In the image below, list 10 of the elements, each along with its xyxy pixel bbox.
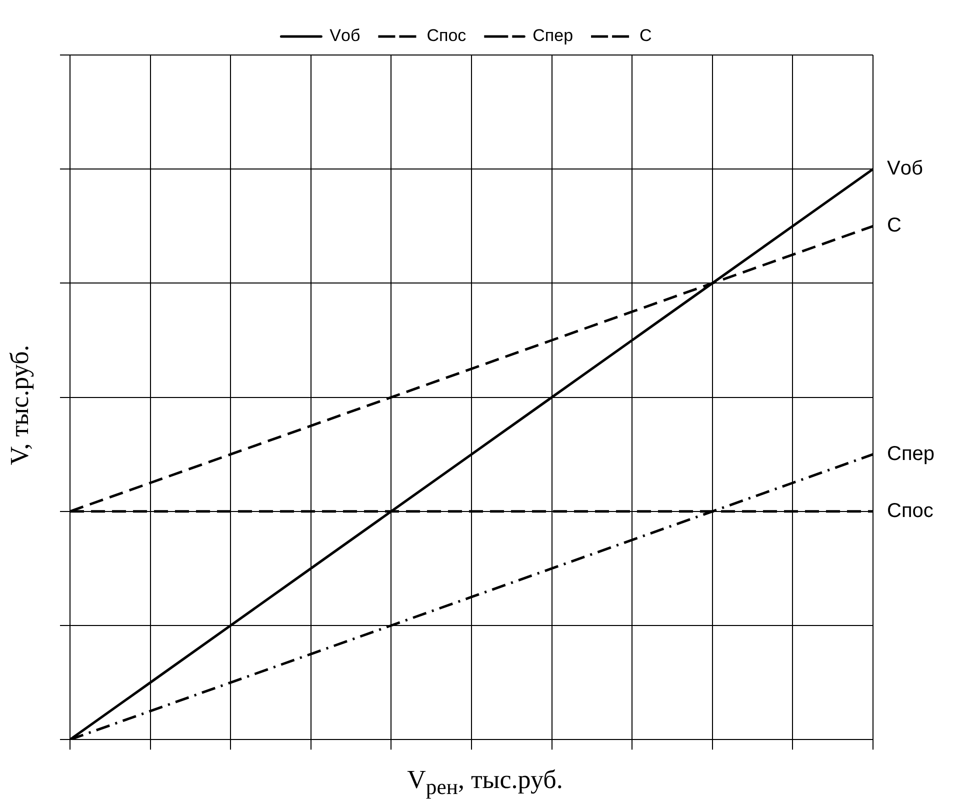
legend-label: Спер [532,26,574,46]
x-axis-title: V$_{рен}$, тыс.руб. [406,765,564,800]
y-axis-title: V, тыс.руб. [5,344,35,468]
text: С [887,214,902,237]
legend-label: Спос [426,26,467,46]
legend-label: С [640,26,652,46]
text: Спос [887,500,934,522]
legend-label: Vоб [330,26,360,46]
text: Спер [887,442,935,465]
text: Vоб [887,158,923,180]
